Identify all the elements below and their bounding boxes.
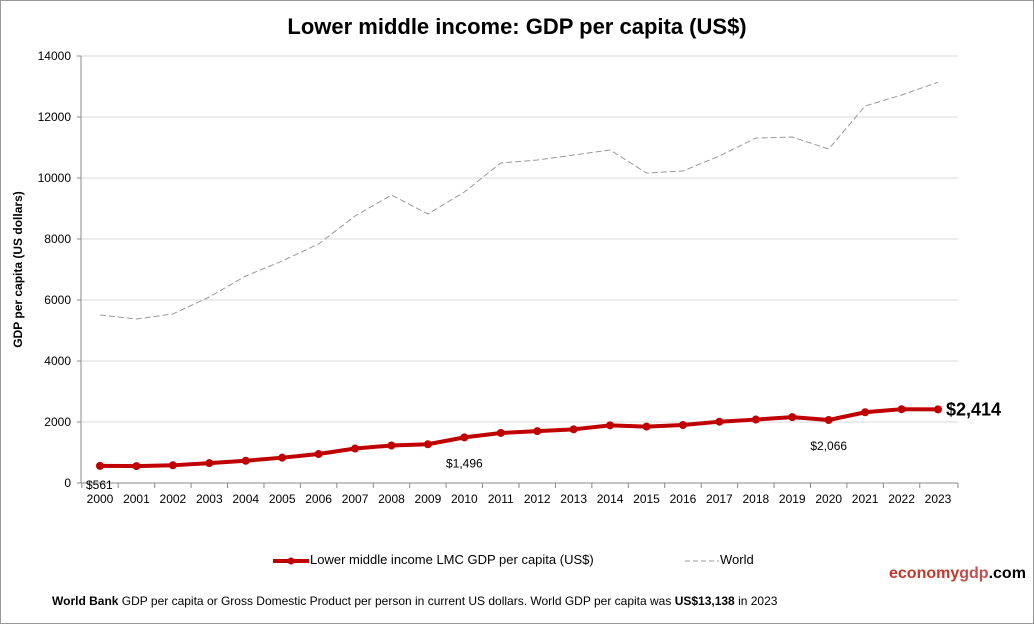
x-tick-label: 2003 (196, 492, 223, 506)
series-line-lmc (99, 407, 939, 469)
x-tick-label: 2005 (269, 492, 296, 506)
x-tick-label: 2001 (123, 492, 150, 506)
data-point-lmc (569, 425, 578, 434)
data-point-lmc (278, 453, 287, 462)
x-tick-label: 2009 (415, 492, 442, 506)
data-point-lmc (533, 427, 542, 436)
y-tick-label: 12000 (38, 110, 72, 124)
data-point-lmc (824, 415, 833, 424)
x-tick-label: 2018 (742, 492, 769, 506)
data-label: $2,066 (810, 439, 847, 453)
footer-note: World Bank GDP per capita or Gross Domes… (52, 594, 778, 608)
x-tick-label: 2022 (888, 492, 915, 506)
y-axis-label: GDP per capita (US dollars) (11, 191, 25, 348)
y-tick-label: 8000 (44, 232, 71, 246)
x-tick-label: 2006 (305, 492, 332, 506)
x-tick-label: 2013 (560, 492, 587, 506)
x-tick-label: 2010 (451, 492, 478, 506)
data-point-lmc (460, 433, 469, 442)
data-label: $561 (86, 478, 113, 492)
y-tick-label: 10000 (38, 171, 72, 185)
data-point-lmc (788, 413, 797, 422)
data-point-lmc (423, 440, 432, 449)
data-point-lmc (96, 461, 104, 470)
legend-item-world: World (684, 552, 754, 568)
data-point-lmc (861, 408, 870, 417)
data-point-lmc (241, 456, 250, 465)
x-tick-label: 2008 (378, 492, 405, 506)
data-point-lmc (387, 441, 396, 450)
data-point-lmc (606, 421, 615, 430)
data-point-lmc (168, 461, 177, 470)
y-tick-label: 6000 (44, 293, 71, 307)
legend-item-lmc: Lower middle income LMC GDP per capita (… (272, 552, 594, 568)
x-tick-label: 2007 (342, 492, 369, 506)
data-point-lmc (205, 459, 214, 468)
legend-label-lmc: Lower middle income LMC GDP per capita (… (310, 552, 594, 567)
data-point-lmc (642, 422, 651, 431)
data-point-lmc (751, 415, 760, 424)
site-logo: economygdp.com (889, 565, 1026, 582)
data-point-lmc (715, 417, 724, 426)
x-tick-label: 2002 (160, 492, 187, 506)
x-tick-label: 2000 (87, 492, 114, 506)
y-tick-label: 0 (64, 476, 71, 490)
series-line-world (99, 81, 939, 320)
y-tick-label: 4000 (44, 354, 71, 368)
legend-swatch-world (685, 560, 719, 562)
legend-swatch-lmc (273, 557, 309, 565)
x-tick-label: 2019 (779, 492, 806, 506)
x-tick-label: 2011 (488, 492, 514, 506)
x-tick-label: 2020 (815, 492, 842, 506)
x-tick-label: 2014 (597, 492, 624, 506)
x-tick-label: 2015 (633, 492, 660, 506)
data-point-lmc (132, 462, 141, 471)
chart-title: Lower middle income: GDP per capita (US$… (287, 14, 747, 39)
data-label: $1,496 (446, 456, 483, 470)
data-point-lmc (678, 421, 687, 430)
data-point-lmc (351, 444, 360, 453)
data-point-lmc (934, 405, 942, 414)
data-point-lmc (314, 450, 323, 459)
x-tick-label: 2012 (524, 492, 551, 506)
x-tick-label: 2004 (232, 492, 259, 506)
data-point-lmc (897, 405, 906, 414)
data-label: $2,414 (946, 399, 1001, 419)
y-tick-label: 14000 (38, 49, 72, 63)
x-tick-label: 2023 (925, 492, 952, 506)
x-tick-label: 2016 (670, 492, 697, 506)
legend-label-world: World (720, 552, 754, 567)
data-point-lmc (496, 428, 505, 437)
y-tick-label: 2000 (44, 415, 71, 429)
x-tick-label: 2017 (706, 492, 733, 506)
x-tick-label: 2021 (852, 492, 879, 506)
